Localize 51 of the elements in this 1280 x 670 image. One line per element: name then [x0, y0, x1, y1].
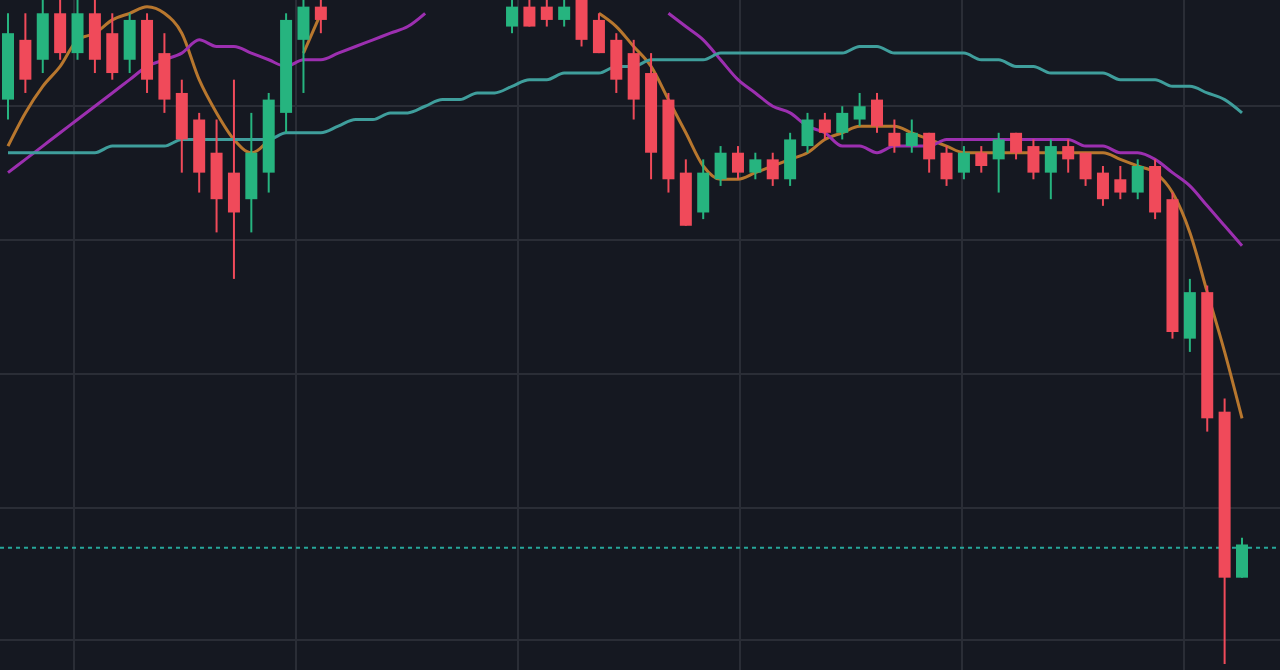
- candlestick: [297, 0, 310, 94]
- candlestick: [818, 111, 831, 141]
- candlestick: [54, 0, 67, 61]
- candlestick: [853, 91, 866, 128]
- candlestick: [905, 118, 918, 154]
- candlestick: [1027, 138, 1040, 181]
- candlestick: [1062, 138, 1075, 174]
- candlestick: [36, 0, 49, 75]
- candlestick: [123, 12, 136, 75]
- candlestick: [523, 0, 536, 28]
- candlestick: [627, 38, 640, 121]
- candlestick: [575, 0, 588, 48]
- candlestick: [992, 131, 1005, 194]
- candlestick: [1010, 131, 1023, 161]
- candlestick: [245, 111, 258, 234]
- candlestick: [1044, 138, 1057, 201]
- candlestick: [540, 0, 553, 28]
- candlestick: [1131, 158, 1144, 201]
- candlestick: [610, 32, 623, 94]
- candlestick: [871, 91, 884, 134]
- candlestick: [923, 131, 936, 174]
- candlestick: [1149, 158, 1162, 221]
- candlestick: [175, 78, 188, 174]
- candlestick: [558, 0, 571, 28]
- candlestick: [888, 118, 901, 154]
- candlestick: [766, 151, 779, 187]
- candlestick: [1236, 536, 1248, 579]
- candlestick: [592, 12, 605, 55]
- candlestick: [749, 151, 762, 181]
- candlestick: [106, 12, 119, 81]
- candlestick: [71, 0, 84, 61]
- candlestick: [975, 145, 988, 174]
- candlestick: [1079, 151, 1092, 187]
- candlestick: [1183, 277, 1196, 353]
- candlestick: [19, 12, 32, 94]
- candlestick: [506, 0, 519, 35]
- candlestick: [1114, 165, 1127, 201]
- candlestick: [801, 111, 814, 154]
- candlestick: [227, 78, 240, 280]
- candlestick: [957, 145, 970, 181]
- candlestick: [836, 105, 849, 141]
- candlestick: [714, 145, 727, 187]
- candlestick: [314, 0, 327, 35]
- candlestick: [158, 32, 171, 114]
- candlestick: [88, 0, 101, 75]
- candlestick: [940, 145, 953, 187]
- candlestick: [784, 131, 797, 187]
- candlestick: [731, 145, 744, 181]
- candlestick: [210, 118, 223, 234]
- candlestick: [697, 158, 710, 221]
- candlestick: [1096, 165, 1109, 207]
